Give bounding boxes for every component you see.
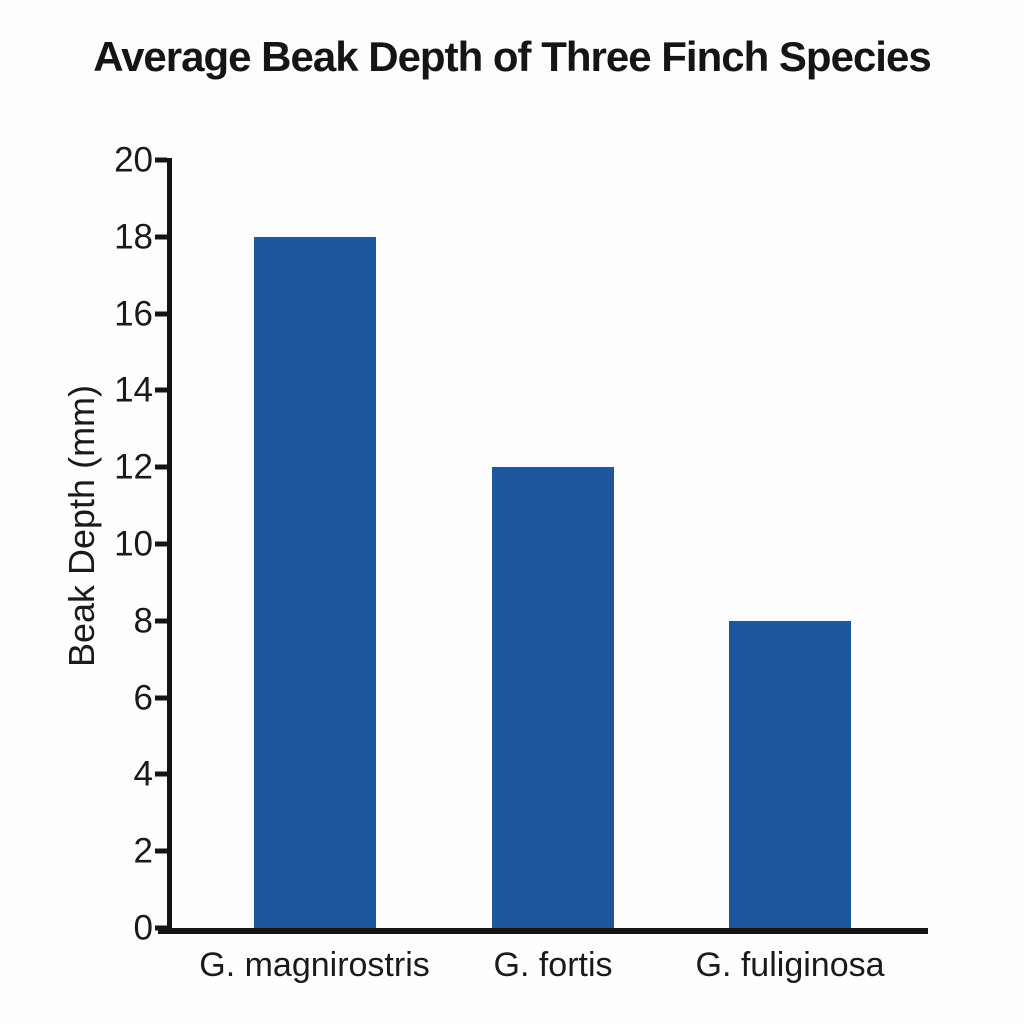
y-axis-line [167, 158, 172, 933]
y-tick-mark [155, 541, 167, 547]
y-tick-label: 2 [133, 831, 153, 871]
y-tick-label: 10 [114, 524, 153, 564]
chart-title: Average Beak Depth of Three Finch Specie… [93, 33, 931, 80]
y-tick-mark [155, 464, 167, 470]
y-tick-label: 4 [133, 754, 153, 794]
y-tick-label: 14 [114, 370, 153, 410]
x-category-label: G. magnirostris [199, 946, 430, 984]
x-category-label: G. fuliginosa [695, 946, 885, 984]
x-axis-line [158, 928, 928, 934]
y-axis-label: Beak Depth (mm) [61, 384, 102, 668]
y-tick-mark [155, 618, 167, 624]
y-tick-mark [155, 848, 167, 854]
y-tick-mark [155, 771, 167, 777]
y-tick-mark [155, 311, 167, 317]
plot-area: 0 2 4 6 8 10 12 14 16 18 20 G. magnirostris G. fort… [114, 143, 928, 982]
bar-2 [729, 620, 852, 928]
y-tick-mark [155, 234, 167, 240]
bar-0 [253, 236, 376, 928]
y-tick-label: 12 [114, 447, 153, 487]
y-tick-label: 18 [114, 217, 153, 257]
y-tick-label: 8 [133, 601, 153, 641]
y-tick-label: 0 [133, 908, 153, 948]
y-tick-mark [155, 925, 167, 931]
y-tick-mark [155, 695, 167, 701]
y-tick-label: 16 [114, 294, 153, 334]
y-tick-label: 6 [133, 678, 153, 718]
y-tick-mark [155, 157, 167, 163]
y-tick-label: 20 [114, 140, 153, 180]
x-category-label: G. fortis [493, 946, 613, 984]
y-tick-mark [155, 387, 167, 393]
bar-1 [492, 467, 615, 928]
